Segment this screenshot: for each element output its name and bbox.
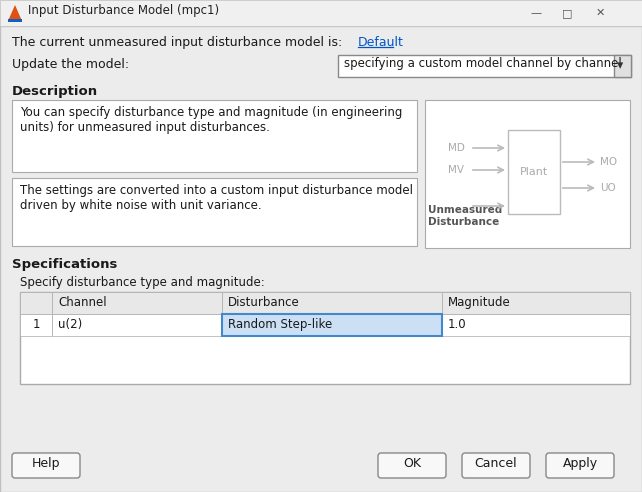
Text: □: □ <box>562 8 573 18</box>
Bar <box>442 314 630 336</box>
Text: Disturbance: Disturbance <box>228 296 300 309</box>
Text: Description: Description <box>12 85 98 98</box>
Bar <box>222 314 442 336</box>
Bar <box>12 100 417 172</box>
Text: Help: Help <box>31 457 60 470</box>
Text: Plant: Plant <box>520 167 548 177</box>
Bar <box>8 19 22 22</box>
Text: Apply: Apply <box>562 457 598 470</box>
Text: MD: MD <box>448 143 465 153</box>
Text: Input Disturbance Model (mpc1): Input Disturbance Model (mpc1) <box>28 4 219 17</box>
Text: Specifications: Specifications <box>12 258 117 271</box>
Bar <box>442 292 630 314</box>
Text: specifying a custom model channel by channel: specifying a custom model channel by cha… <box>344 57 621 70</box>
Text: Default: Default <box>358 36 404 49</box>
Bar <box>20 292 52 314</box>
Text: Random Step-like: Random Step-like <box>228 318 333 331</box>
Bar <box>222 292 442 314</box>
Text: 1: 1 <box>32 318 40 331</box>
Text: —: — <box>530 8 541 18</box>
Text: OK: OK <box>403 457 421 470</box>
Bar <box>52 292 222 314</box>
Bar <box>52 314 222 336</box>
Bar <box>20 314 52 336</box>
Bar <box>20 292 630 314</box>
Polygon shape <box>8 5 22 21</box>
Bar <box>338 55 631 77</box>
Text: You can specify disturbance type and magnitude (in engineering
units) for unmeas: You can specify disturbance type and mag… <box>20 106 403 134</box>
Text: Magnitude: Magnitude <box>448 296 511 309</box>
Bar <box>20 292 630 384</box>
Text: The current unmeasured input disturbance model is:: The current unmeasured input disturbance… <box>12 36 342 49</box>
FancyBboxPatch shape <box>546 453 614 478</box>
Bar <box>222 314 442 336</box>
Text: The settings are converted into a custom input disturbance model
driven by white: The settings are converted into a custom… <box>20 184 413 212</box>
Text: MO: MO <box>600 157 617 167</box>
Text: 1.0: 1.0 <box>448 318 467 331</box>
Bar <box>0 0 642 26</box>
FancyBboxPatch shape <box>462 453 530 478</box>
Text: u(2): u(2) <box>58 318 82 331</box>
Text: Update the model:: Update the model: <box>12 58 129 71</box>
Bar <box>508 130 560 214</box>
Text: Unmeasured
Disturbance: Unmeasured Disturbance <box>428 205 502 227</box>
Text: MV: MV <box>448 165 464 175</box>
Text: ✕: ✕ <box>596 8 605 18</box>
Text: UO: UO <box>600 183 616 193</box>
Text: Cancel: Cancel <box>474 457 517 470</box>
FancyBboxPatch shape <box>12 453 80 478</box>
Text: Specify disturbance type and magnitude:: Specify disturbance type and magnitude: <box>20 276 265 289</box>
Text: Channel: Channel <box>58 296 107 309</box>
Bar <box>425 100 630 248</box>
FancyBboxPatch shape <box>378 453 446 478</box>
Text: ▾: ▾ <box>617 60 623 72</box>
Bar <box>614 55 631 77</box>
Bar <box>12 178 417 246</box>
